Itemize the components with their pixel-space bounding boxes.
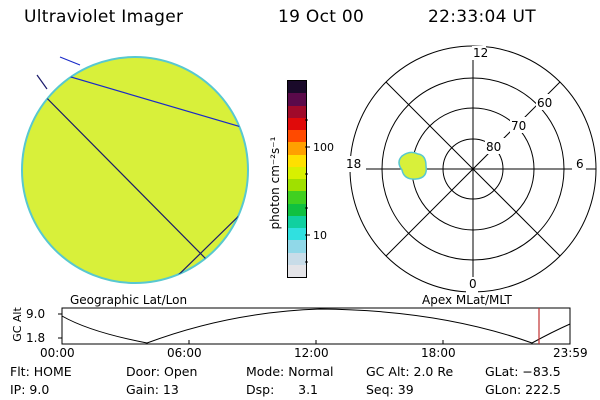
earth-disc bbox=[21, 56, 249, 284]
date-label: 19 Oct 00 bbox=[278, 7, 365, 27]
colorbar-band bbox=[288, 142, 306, 155]
status-flt: Flt: HOME bbox=[10, 364, 72, 379]
altitude-plot bbox=[58, 307, 571, 345]
colorbar-band bbox=[288, 215, 306, 228]
mlat-label-80: 80 bbox=[486, 140, 502, 154]
polar-plot bbox=[344, 45, 597, 293]
altitude-curve bbox=[61, 308, 571, 344]
status-door: Door: Open bbox=[126, 364, 198, 379]
colorbar-band bbox=[288, 252, 306, 265]
status-glat: GLat: −83.5 bbox=[485, 364, 561, 379]
colorbar-band bbox=[288, 93, 306, 106]
colorbar-band bbox=[288, 191, 306, 204]
colorbar-band bbox=[288, 154, 306, 167]
geographic-image bbox=[21, 56, 249, 284]
status-ip: IP: 9.0 bbox=[10, 382, 50, 397]
colorbar-tick-100: 100 bbox=[313, 141, 334, 154]
colorbar-band bbox=[288, 240, 306, 253]
status-seq: Seq: 39 bbox=[366, 382, 414, 397]
colorbar-unit-label: photon cm⁻²s⁻¹ bbox=[268, 136, 282, 230]
mlt-label-18: 18 bbox=[346, 157, 362, 171]
colorbar-ticks bbox=[305, 119, 310, 263]
colorbar-band bbox=[288, 179, 306, 192]
alt-xtick-3: 18:00 bbox=[421, 346, 456, 360]
colorbar-band bbox=[288, 228, 306, 241]
status-dsp: Dsp: 3.1 bbox=[246, 382, 319, 397]
alt-xtick-0: 00:00 bbox=[40, 346, 75, 360]
mlt-label-6: 6 bbox=[576, 157, 584, 171]
status-glon: GLon: 222.5 bbox=[485, 382, 561, 397]
alt-ytick-low: 1.8 bbox=[26, 331, 46, 345]
instrument-title: Ultraviolet Imager bbox=[24, 7, 184, 27]
auroral-blob bbox=[398, 151, 428, 180]
alt-xtick-1: 06:00 bbox=[167, 346, 202, 360]
colorbar-band bbox=[288, 81, 306, 94]
mlt-label-0: 0 bbox=[469, 277, 477, 291]
mlat-label-60: 60 bbox=[537, 96, 553, 110]
mlt-label-12: 12 bbox=[473, 46, 489, 60]
alt-ylabel: GC Alt bbox=[10, 307, 24, 342]
geographic-label: Geographic Lat/Lon bbox=[70, 293, 188, 307]
colorbar-band bbox=[288, 105, 306, 118]
alt-ytick-high: 9.0 bbox=[26, 307, 46, 321]
colorbar bbox=[287, 80, 307, 278]
alt-xtick-4: 23:59 bbox=[553, 346, 588, 360]
colorbar-band bbox=[288, 264, 306, 277]
mlat-label-70: 70 bbox=[511, 119, 527, 133]
colorbar-band bbox=[288, 166, 306, 179]
status-mode: Mode: Normal bbox=[246, 364, 334, 379]
status-gc-alt: GC Alt: 2.0 Re bbox=[366, 364, 454, 379]
colorbar-band bbox=[288, 130, 306, 143]
colorbar-band bbox=[288, 117, 306, 130]
alt-xtick-2: 12:00 bbox=[294, 346, 329, 360]
colorbar-band bbox=[288, 203, 306, 216]
status-gain: Gain: 13 bbox=[126, 382, 179, 397]
apex-label: Apex MLat/MLT bbox=[422, 293, 512, 307]
time-label: 22:33:04 UT bbox=[428, 7, 536, 27]
colorbar-tick-10: 10 bbox=[313, 229, 327, 242]
